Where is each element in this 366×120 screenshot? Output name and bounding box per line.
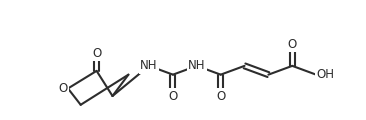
Text: OH: OH [316, 68, 334, 81]
Text: O: O [288, 38, 297, 51]
Text: O: O [168, 90, 178, 102]
Text: NH: NH [188, 59, 206, 72]
Text: NH: NH [140, 59, 158, 72]
Text: O: O [59, 82, 68, 95]
Text: O: O [216, 90, 225, 102]
Text: O: O [92, 47, 101, 60]
